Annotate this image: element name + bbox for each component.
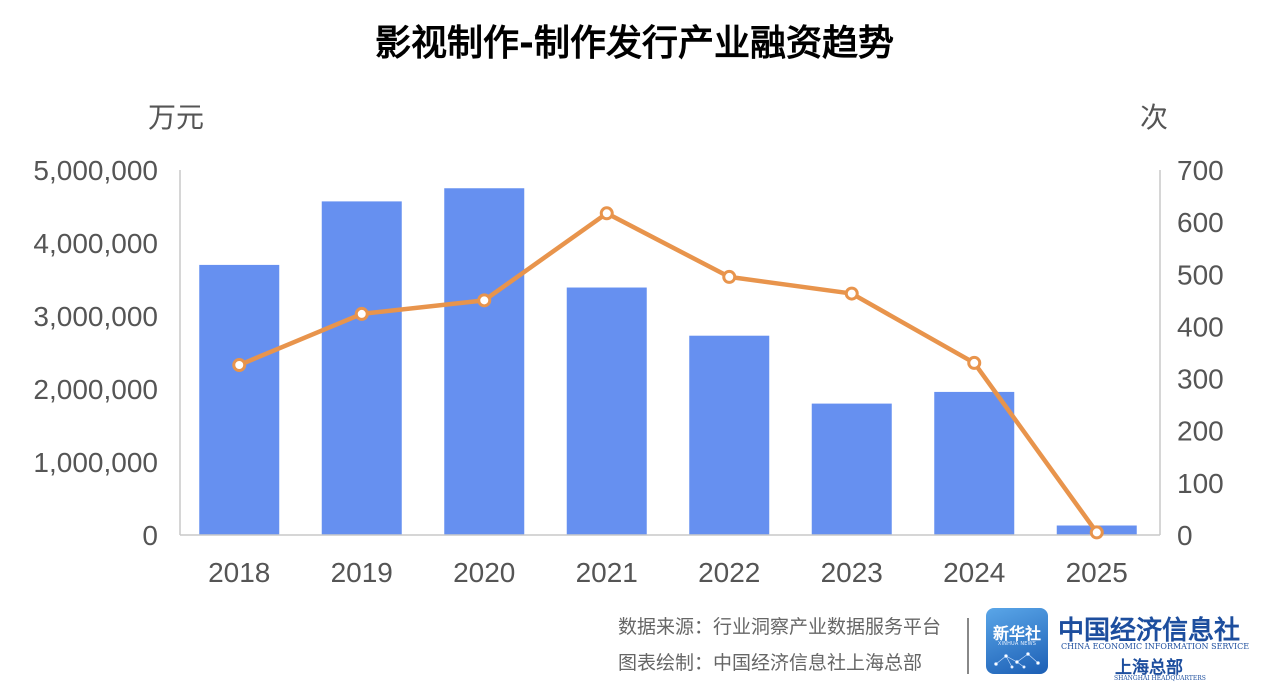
bar-2020 <box>444 188 525 535</box>
axes <box>179 170 1161 536</box>
x-tick-label: 2024 <box>943 557 1005 588</box>
org-name-en: CHINA ECONOMIC INFORMATION SERVICE <box>1061 642 1250 651</box>
right-tick-label: 700 <box>1177 155 1224 186</box>
drawn-by-note: 图表绘制：中国经济信息社上海总部 <box>618 648 922 675</box>
line-series <box>232 206 1104 540</box>
bar-series <box>199 188 1137 535</box>
x-tick-label: 2018 <box>208 557 270 588</box>
left-tick-label: 1,000,000 <box>33 447 158 478</box>
drawn-value: 中国经济信息社上海总部 <box>713 652 923 674</box>
line-point-2023 <box>844 286 859 301</box>
line-point-2021 <box>599 206 614 221</box>
left-tick-label: 3,000,000 <box>33 301 158 332</box>
line-path <box>238 211 1099 534</box>
x-tick-label: 2020 <box>453 557 515 588</box>
left-tick-label: 5,000,000 <box>33 155 158 186</box>
footer-divider <box>967 618 969 674</box>
line-point-2022 <box>722 269 737 284</box>
source-note: 数据来源：行业洞察产业数据服务平台 <box>618 612 941 639</box>
line-point-2019 <box>354 306 369 321</box>
org-branch: 上海总部 <box>1115 658 1183 678</box>
org-branch-en: SHANGHAI HEADQUARTERS <box>1114 675 1206 682</box>
bar-2022 <box>689 335 770 535</box>
bar-2019 <box>321 201 402 535</box>
line-point-2018 <box>232 358 247 373</box>
right-tick-label: 300 <box>1177 364 1224 395</box>
xinhua-logo-badge: 新华社 XINHUA NEWS <box>986 608 1048 674</box>
line-point-2020 <box>477 293 492 308</box>
line-point-2025 <box>1089 525 1104 540</box>
right-tick-label: 100 <box>1177 468 1224 499</box>
right-tick-label: 200 <box>1177 416 1224 447</box>
bar-2023 <box>811 403 892 535</box>
tick-labels: 0 1,000,000 2,000,000 3,000,000 4,000,000 5,0… <box>33 155 1223 588</box>
right-axis-unit: 次 <box>1140 101 1169 134</box>
x-tick-label: 2025 <box>1066 557 1128 588</box>
drawn-label: 图表绘制： <box>618 652 714 674</box>
org-name: 中国经济信息社 <box>1058 616 1241 646</box>
right-tick-label: 500 <box>1177 259 1224 290</box>
right-tick-label: 0 <box>1177 520 1193 551</box>
x-tick-label: 2023 <box>821 557 883 588</box>
bar-2021 <box>566 287 647 535</box>
left-tick-label: 2,000,000 <box>33 374 158 405</box>
x-tick-label: 2021 <box>576 557 638 588</box>
x-tick-label: 2019 <box>331 557 393 588</box>
chart-title: 影视制作-制作发行产业融资趋势 <box>375 23 894 64</box>
x-tick-label: 2022 <box>698 557 760 588</box>
source-value: 行业洞察产业数据服务平台 <box>713 616 942 638</box>
left-tick-label: 4,000,000 <box>33 228 158 259</box>
left-axis-unit: 万元 <box>148 101 205 134</box>
line-point-2024 <box>967 355 982 370</box>
right-tick-label: 400 <box>1177 311 1224 342</box>
network-dots-icon <box>994 652 1040 669</box>
left-tick-label: 0 <box>142 520 158 551</box>
source-label: 数据来源： <box>618 616 714 638</box>
bar-2018 <box>199 264 280 535</box>
xinhua-badge-sub: XINHUA NEWS <box>997 641 1037 647</box>
xinhua-badge-text: 新华社 <box>992 624 1041 643</box>
bar-2024 <box>934 391 1015 535</box>
right-tick-label: 600 <box>1177 207 1224 238</box>
